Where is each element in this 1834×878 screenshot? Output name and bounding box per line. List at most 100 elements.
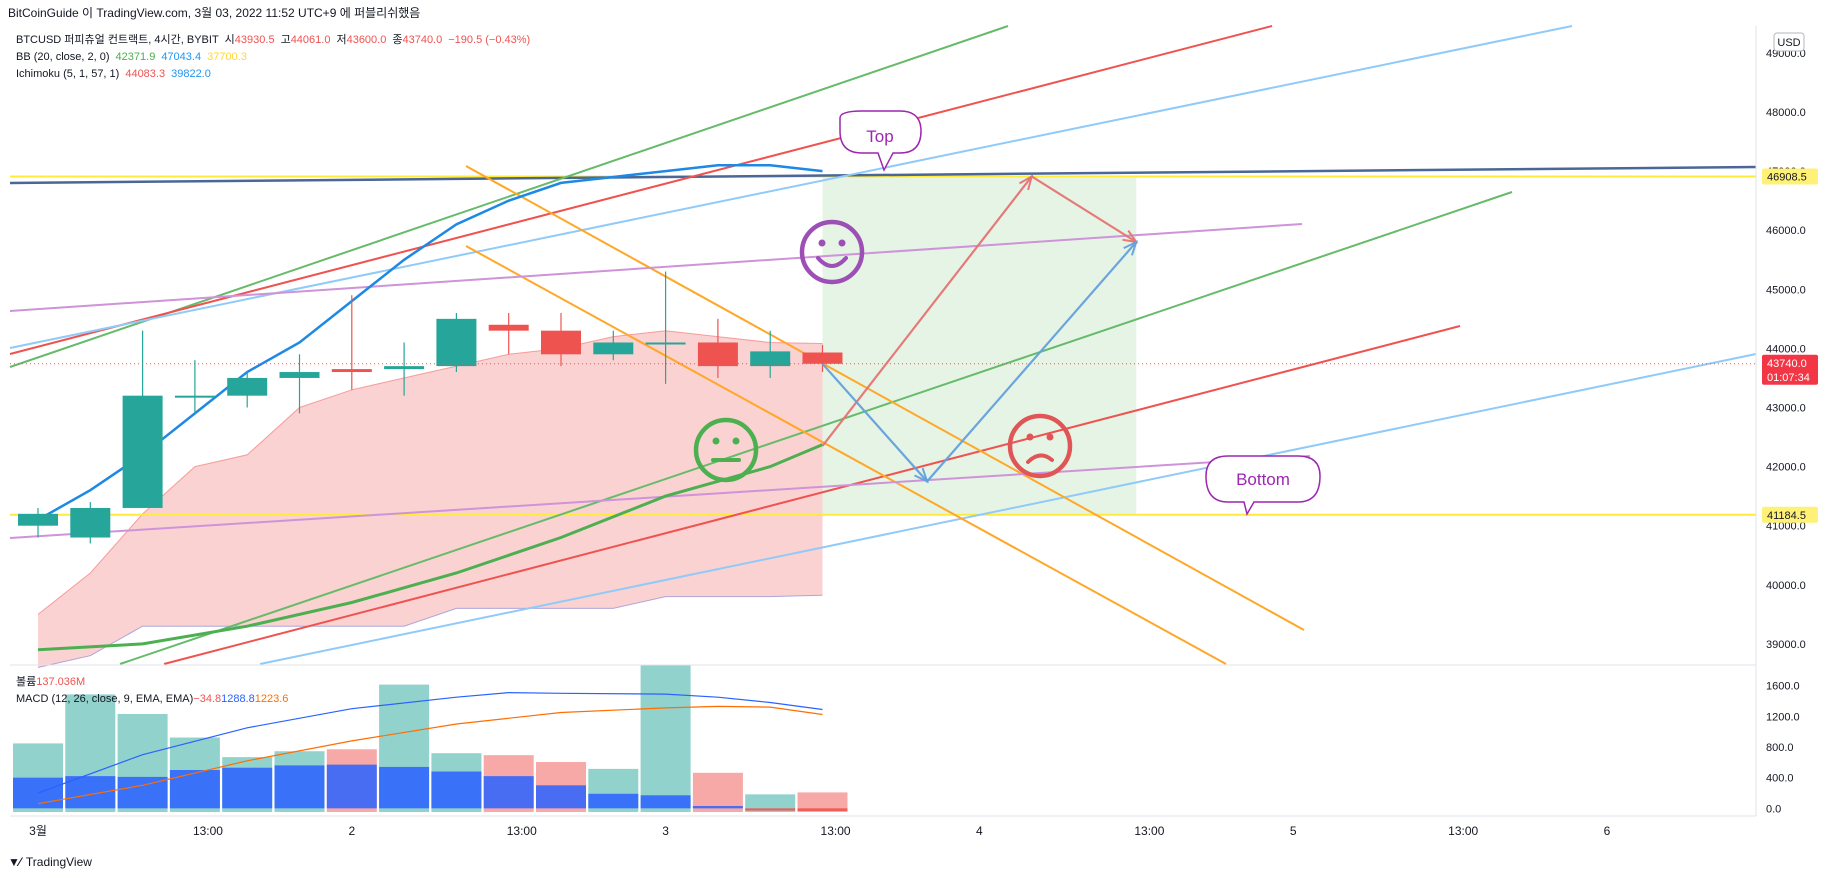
ichimoku-label: Ichimoku (5, 1, 57, 1) [16,68,120,80]
time-tick-label: 13:00 [193,824,223,838]
time-tick-label: 5 [1290,824,1297,838]
level-price-text: 46908.5 [1767,172,1807,184]
macd-histogram-bar [797,808,848,812]
volume-label: 볼륨 [16,676,37,688]
macd-signal-line [37,705,823,805]
candle-body[interactable] [645,342,686,345]
macd-histogram-bar [169,770,220,809]
sub-legend: 볼륨137.036M MACD (12, 26, close, 9, EMA, … [16,674,288,708]
time-tick-label: 13:00 [821,824,851,838]
top-callout-bubble[interactable] [839,110,922,172]
red-channel-lower [163,325,1461,665]
volume-bar [640,665,691,812]
ichimoku-b-value: 39822.0 [171,68,211,80]
macd-histogram-bar [483,776,534,809]
macd-histogram-bar [222,767,273,809]
bb-row: BB (20, close, 2, 0) 42371.9 47043.4 37700.… [16,49,536,66]
worried-face-icon-eye-right [1046,433,1054,441]
macd-histogram-bar [379,766,430,809]
price-tick-label: 44000.0 [1766,343,1806,355]
neutral-face-icon-eye-right [732,437,740,445]
price-tick-label: 42000.0 [1766,462,1806,474]
time-tick-label: 2 [348,824,355,838]
bb-basis-value: 42371.9 [115,51,156,63]
macd-histogram-bar [588,793,639,809]
orange-line-lower [465,245,1227,665]
price-change: −190.5 (−0.43%) [448,34,531,46]
currency-label: USD [1777,37,1800,49]
neutral-face-icon [693,417,759,483]
ohlc-low: 43600.0 [346,34,387,46]
candle-body[interactable] [384,366,425,370]
macd-histogram-bar [745,808,796,811]
candle-body[interactable] [697,342,738,367]
bb-label: BB (20, close, 2, 0) [16,51,110,63]
macd-tick-label: 1200.0 [1766,711,1800,723]
macd-line [37,691,823,794]
macd-histogram-bar [431,771,482,809]
worried-face-icon-mouth [1026,453,1054,464]
time-tick-label: 4 [976,824,983,838]
price-tick-label: 39000.0 [1766,639,1806,651]
neutral-face-icon-outline [693,417,759,483]
time-tick-label: 13:00 [507,824,537,838]
ohlc-low-label: 저 [336,34,347,46]
candle-body[interactable] [436,318,477,367]
time-tick-label: 13:00 [1448,824,1478,838]
price-tick-label: 40000.0 [1766,580,1806,592]
happy-face-icon [799,219,865,285]
bottom-callout-text: Bottom [1236,470,1290,489]
ichimoku-row: Ichimoku (5, 1, 57, 1) 44083.3 39822.0 [16,66,536,83]
volume-bar [692,772,743,812]
candle-body[interactable] [593,342,634,355]
candle-body[interactable] [18,513,58,526]
price-tick-label: 48000.0 [1766,107,1806,119]
bar-countdown-timer: 01:07:34 [1767,372,1810,384]
happy-face-icon-mouth [816,256,848,268]
macd-histogram-bar [117,776,168,809]
candle-body[interactable] [750,351,791,367]
projection-arrowhead [1018,174,1034,191]
candle-body[interactable] [279,372,320,378]
currency-badge[interactable] [1773,32,1805,52]
candle-body[interactable] [488,324,529,331]
green-channel-lower [119,191,1513,665]
ohlc-open-label: 시 [224,34,235,46]
candle-body[interactable] [802,352,843,364]
blue-channel-lower [259,353,1757,665]
main-legend: BTCUSD 퍼피츄얼 컨트랙트, 4시간, BYBIT 시43930.5 고440… [16,32,536,83]
candle-body[interactable] [70,507,111,538]
publish-attribution: BitCoinGuide 이 TradingView.com, 3월 03, 2… [8,6,421,20]
level-price-text: 41184.5 [1767,510,1806,522]
candle-body[interactable] [331,369,372,373]
candle-body[interactable] [541,330,581,355]
cloud-bottom-line [37,594,823,668]
cloud-top-line [37,330,823,615]
neutral-face-icon-eye-left [712,437,720,445]
bottom-callout-bubble[interactable] [1205,455,1321,516]
candle-body[interactable] [122,395,163,508]
macd-tick-label: 1600.0 [1766,681,1800,693]
time-tick-label: 3월 [29,824,47,838]
candle-body[interactable] [227,377,268,396]
macd-histogram-bar [326,764,377,809]
volume-row: 볼륨137.036M [16,674,288,691]
candle-body[interactable] [174,395,215,398]
price-chart[interactable]: Top Bottom 49000.048000.047000.046000.04… [0,0,1834,852]
macd-row: MACD (12, 26, close, 9, EMA, EMA)−34.812… [16,691,288,708]
last-price-text: 43740.0 [1767,358,1807,370]
navy-resistance-line [9,165,1757,185]
time-tick-label: 6 [1604,824,1611,838]
footer-brand: TradingView [25,855,92,869]
orange-line-upper [465,165,1305,631]
worried-face-icon [1007,413,1073,479]
volume-value: 137.036M [36,676,86,688]
ohlc-high-label: 고 [280,34,291,46]
ichimoku-a-value: 44083.3 [125,68,166,80]
macd-label: MACD (12, 26, close, 9, EMA, EMA) [16,693,194,705]
last-price-badge [1762,354,1818,385]
ichimoku-cloud [38,330,823,668]
worried-face-icon-outline [1007,413,1073,479]
worried-face-icon-eye-left [1026,433,1034,441]
price-tick-label: 41000.0 [1766,521,1806,533]
